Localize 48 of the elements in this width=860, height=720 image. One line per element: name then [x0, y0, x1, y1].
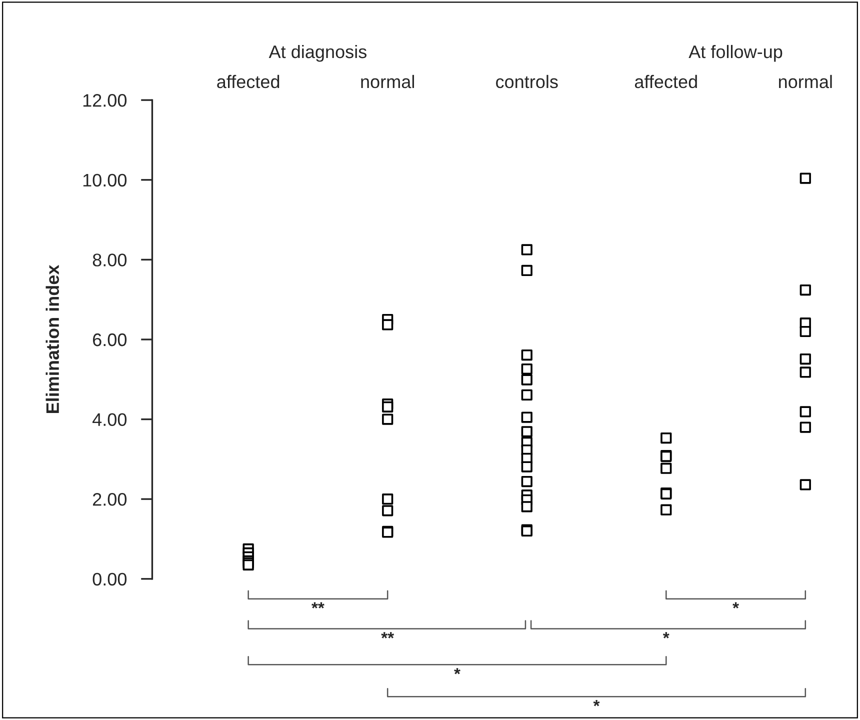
y-axis-title: Elimination index [46, 264, 60, 414]
text: At diagnosis [268, 44, 366, 62]
text: ** [381, 632, 394, 638]
point [800, 422, 811, 433]
point [382, 414, 394, 425]
point [382, 505, 394, 516]
point [800, 366, 811, 378]
text: * [593, 700, 600, 706]
point [660, 432, 672, 444]
y-tick-label: 8.00 [92, 254, 127, 266]
point [800, 479, 811, 490]
point [521, 461, 532, 472]
y-tick-label: 4.00 [92, 413, 127, 426]
point [800, 326, 811, 338]
x-tick-label: normal [361, 74, 414, 88]
text: * [662, 632, 670, 638]
y-tick-label: 12.00 [83, 94, 127, 107]
point [800, 353, 811, 365]
point [521, 412, 532, 423]
x-tick-label: normal [779, 74, 832, 88]
point [660, 462, 672, 474]
y-tick-label: 0.00 [92, 572, 127, 586]
point [382, 401, 394, 412]
text: * [454, 668, 460, 674]
point [521, 349, 532, 361]
point [800, 406, 811, 418]
text: At follow-up [688, 44, 782, 62]
point [800, 172, 811, 184]
point [521, 389, 532, 401]
point [521, 244, 532, 256]
point [521, 426, 532, 438]
point [521, 363, 532, 375]
point [382, 494, 394, 505]
text: ** [312, 602, 324, 608]
x-tick-label: affected [217, 74, 280, 88]
x-tick-label: affected [634, 74, 697, 88]
point [521, 264, 532, 276]
point [800, 284, 811, 296]
y-tick-label: 10.00 [83, 174, 127, 187]
text: * [732, 602, 739, 608]
point [521, 501, 532, 512]
y-tick-label: 6.00 [93, 333, 127, 346]
y-tick-label: 2.00 [92, 493, 127, 506]
point [660, 504, 672, 516]
point [382, 319, 394, 330]
x-tick-label: controls [496, 74, 558, 88]
point [521, 374, 532, 386]
point [521, 476, 532, 488]
